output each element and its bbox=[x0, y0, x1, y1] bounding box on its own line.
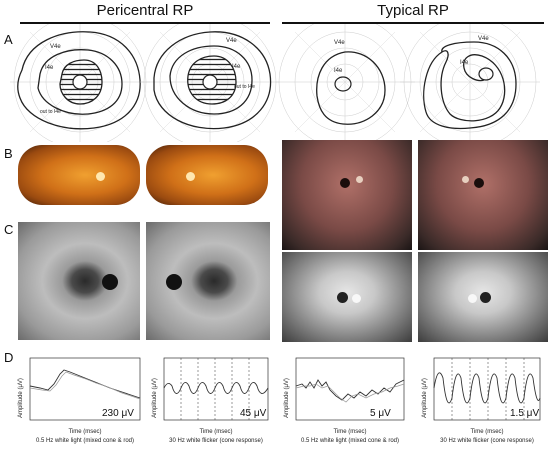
erg-trace-4 bbox=[433, 372, 541, 404]
erg-xlabel-4: Time (msec) bbox=[470, 429, 503, 435]
optic-disc bbox=[166, 274, 182, 290]
fundus-photo-typical-right bbox=[418, 140, 548, 250]
row-label-a: A bbox=[4, 32, 13, 47]
fovea bbox=[480, 292, 491, 303]
faf-image-typical-right bbox=[418, 252, 548, 342]
optic-disc bbox=[468, 294, 477, 303]
fundus-photo-pericentral-left bbox=[18, 145, 140, 205]
header-pericentral-rp: Pericentral RP bbox=[96, 2, 194, 19]
optic-disc bbox=[462, 176, 469, 183]
iso-label-i4e-2: I4e bbox=[232, 64, 241, 70]
optic-disc bbox=[96, 172, 105, 181]
erg-panel-3: 5 μV bbox=[295, 357, 405, 421]
fundus-photo-pericentral-right bbox=[146, 145, 268, 205]
erg-xlabel-3: Time (msec) bbox=[333, 429, 366, 435]
row-label-b: B bbox=[4, 146, 13, 161]
erg-amplitude-3: 5 μV bbox=[370, 408, 391, 419]
row-label-c: C bbox=[4, 222, 14, 237]
erg-amplitude-2: 45 μV bbox=[240, 408, 267, 419]
iso-label-i4e-3: I4e bbox=[334, 68, 343, 74]
erg-xlabel-2: Time (msec) bbox=[199, 429, 232, 435]
erg-panel-1: 230 μV bbox=[29, 357, 141, 421]
fovea bbox=[474, 178, 484, 188]
visual-field-chart-3 bbox=[274, 24, 416, 142]
header-typical-rp: Typical RP bbox=[377, 2, 449, 19]
fovea bbox=[340, 178, 350, 188]
optic-disc bbox=[102, 274, 118, 290]
erg-ylabel-3: Amplitude (μV) bbox=[284, 378, 290, 418]
erg-trace-2 bbox=[163, 382, 269, 394]
iso-label-out-2: out to I4e bbox=[234, 84, 255, 90]
iso-label-out-1: out to I4e bbox=[40, 109, 61, 115]
faf-image-pericentral-left bbox=[18, 222, 140, 340]
erg-caption-1: 0.5 Hz white light (mixed cone & rod) bbox=[36, 438, 134, 444]
fundus-photo-typical-left bbox=[282, 140, 412, 250]
optic-disc bbox=[352, 294, 361, 303]
iso-label-v4e-1: V4e bbox=[50, 44, 61, 50]
visual-fields: V4e I4e out to I4e V4e I4e out to I4e V4… bbox=[9, 24, 541, 142]
erg-panels: 230 μV Amplitude (μV) Time (msec) 0.5 Hz… bbox=[18, 357, 541, 444]
faf-image-pericentral-right bbox=[146, 222, 270, 340]
erg-ylabel-1: Amplitude (μV) bbox=[18, 378, 24, 418]
iso-label-v4e-2: V4e bbox=[226, 38, 237, 44]
erg-trace-3 bbox=[295, 379, 405, 401]
header-rule-right bbox=[282, 22, 544, 24]
header-rule-left bbox=[20, 22, 270, 24]
erg-caption-3: 0.5 Hz white light (mixed cone & rod) bbox=[301, 438, 399, 444]
iso-label-v4e-3: V4e bbox=[334, 40, 345, 46]
erg-panel-4: 1.5 μV bbox=[433, 357, 541, 421]
iso-label-i4e-4: I4e bbox=[460, 60, 469, 66]
fovea bbox=[337, 292, 348, 303]
erg-amplitude-4: 1.5 μV bbox=[510, 408, 539, 419]
erg-xlabel-1: Time (msec) bbox=[68, 429, 101, 435]
iso-label-i4e-1: I4e bbox=[45, 65, 54, 71]
erg-caption-4: 30 Hz white flicker (cone response) bbox=[440, 438, 534, 444]
erg-ylabel-2: Amplitude (μV) bbox=[152, 378, 158, 418]
optic-disc bbox=[356, 176, 363, 183]
optic-disc bbox=[186, 172, 195, 181]
faf-image-typical-left bbox=[282, 252, 412, 342]
visual-field-chart-2 bbox=[139, 24, 281, 142]
erg-amplitude-1: 230 μV bbox=[102, 408, 134, 419]
erg-ylabel-4: Amplitude (μV) bbox=[422, 378, 428, 418]
erg-caption-2: 30 Hz white flicker (cone response) bbox=[169, 438, 263, 444]
iso-label-v4e-4: V4e bbox=[478, 36, 489, 42]
visual-field-chart-4 bbox=[399, 24, 541, 142]
erg-panel-2: 45 μV bbox=[163, 357, 269, 421]
visual-field-chart-1 bbox=[9, 24, 151, 142]
row-label-d: D bbox=[4, 350, 14, 365]
